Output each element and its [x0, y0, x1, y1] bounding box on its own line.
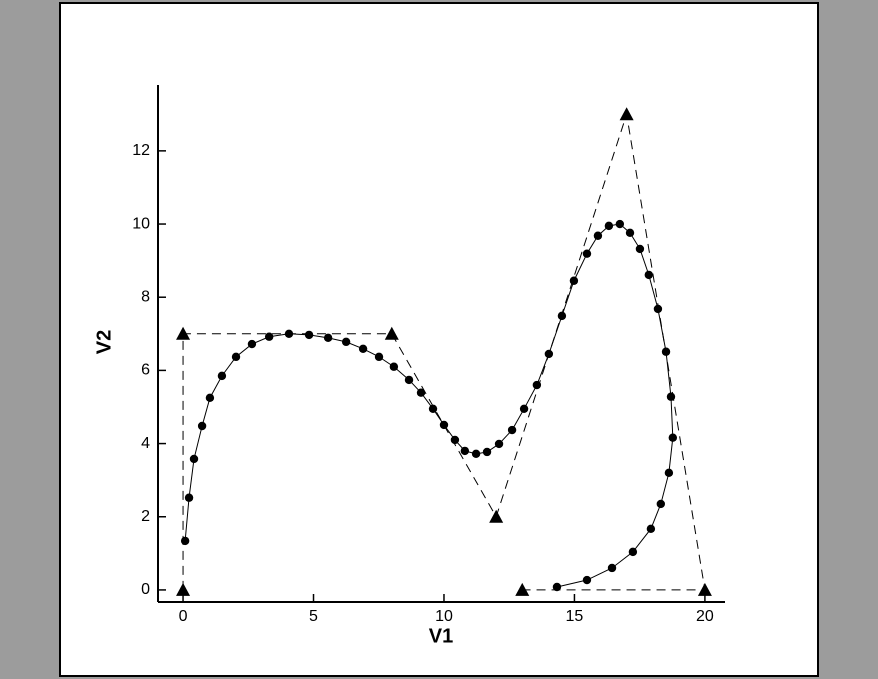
y-tick-label: 10 — [132, 215, 150, 232]
y-tick-label: 12 — [132, 142, 150, 159]
circle-marker — [217, 371, 227, 381]
circle-marker — [615, 219, 625, 229]
y-tick-label: 8 — [141, 288, 150, 305]
x-tick-label: 0 — [179, 608, 188, 625]
circle-marker — [661, 347, 671, 356]
triangle-marker — [619, 107, 634, 121]
circle-marker — [604, 221, 614, 231]
circle-marker — [341, 337, 351, 347]
y-tick-label: 6 — [141, 362, 150, 379]
triangle-marker — [515, 582, 530, 596]
x-axis-title: V1 — [429, 625, 453, 647]
circle-marker — [544, 349, 554, 359]
circle-marker — [519, 404, 529, 414]
circle-marker — [358, 344, 368, 354]
circle-marker — [460, 446, 470, 456]
x-tick-label: 15 — [566, 608, 584, 625]
circle-marker — [653, 304, 663, 314]
triangle-marker — [697, 582, 712, 596]
circle-marker — [323, 333, 333, 343]
circle-marker — [404, 375, 414, 385]
circle-marker — [507, 425, 517, 435]
circle-marker — [184, 493, 194, 502]
triangle-marker — [489, 509, 504, 523]
circle-marker — [471, 449, 481, 459]
circle-marker — [374, 352, 384, 362]
y-tick-label: 4 — [141, 435, 150, 452]
circle-marker — [304, 330, 314, 340]
triangle-marker — [176, 582, 191, 596]
circle-marker — [247, 339, 257, 349]
circle-marker — [264, 332, 274, 341]
circle-marker — [664, 468, 674, 478]
circle-marker — [494, 439, 504, 449]
triangle-marker — [176, 326, 191, 340]
circle-marker — [205, 393, 215, 403]
circle-marker — [635, 244, 645, 254]
circle-marker — [569, 276, 579, 285]
x-tick-label: 10 — [435, 608, 453, 625]
circle-marker — [656, 499, 666, 509]
circle-marker — [284, 329, 294, 339]
triangle-marker — [384, 326, 399, 340]
circle-marker — [189, 454, 199, 464]
circle-marker — [666, 392, 676, 401]
circle-marker — [197, 421, 207, 431]
circle-marker — [668, 433, 678, 442]
circle-marker — [428, 404, 438, 414]
circle-marker — [552, 582, 562, 592]
circle-marker — [389, 362, 399, 371]
circle-marker — [231, 352, 241, 362]
circle-marker — [607, 563, 617, 573]
y-axis-title: V2 — [93, 330, 115, 354]
circle-marker — [180, 536, 190, 546]
circle-marker — [439, 420, 449, 430]
circle-marker — [644, 270, 654, 280]
circle-marker — [416, 388, 426, 397]
circle-marker — [582, 575, 592, 585]
plot-page — [59, 2, 819, 677]
circle-marker — [482, 447, 492, 457]
x-tick-label: 20 — [696, 608, 714, 625]
circle-marker — [628, 547, 638, 557]
circle-marker — [532, 380, 542, 390]
y-tick-label: 2 — [141, 508, 150, 525]
circle-marker — [593, 231, 603, 240]
circle-marker — [625, 228, 635, 238]
y-tick-label: 0 — [141, 581, 150, 598]
x-tick-label: 5 — [309, 608, 318, 625]
circle-marker — [450, 435, 460, 445]
circle-marker — [557, 311, 567, 321]
circle-marker — [582, 249, 592, 258]
circle-marker — [646, 524, 656, 534]
